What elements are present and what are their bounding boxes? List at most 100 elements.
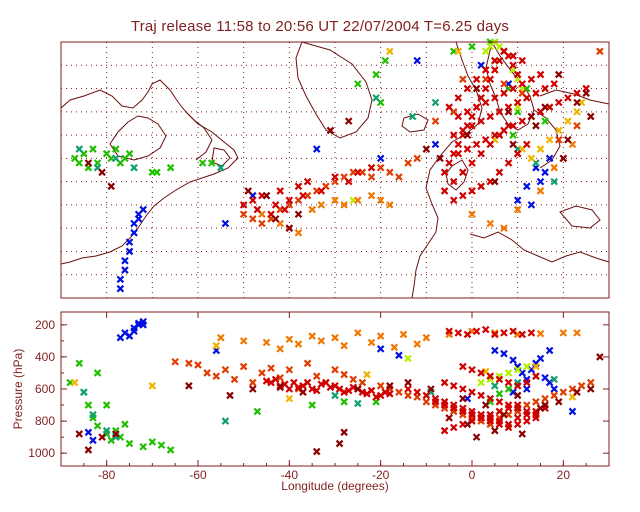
profile-point-orange_red xyxy=(267,364,275,372)
profile-point-orange_red xyxy=(276,373,284,382)
profile-point-orange_red xyxy=(358,378,367,387)
profile-point-dark_red xyxy=(84,446,93,454)
map-point-green xyxy=(153,168,161,177)
map-point-dark_red xyxy=(532,122,540,130)
profile-point-red xyxy=(486,410,495,419)
iceland-coast xyxy=(401,113,429,133)
map-point-red xyxy=(481,135,490,144)
y-axis-label: Pressure (hPa) xyxy=(11,349,25,430)
map-point-blue xyxy=(121,256,129,265)
profile-point-green xyxy=(125,439,134,448)
map-point-blue xyxy=(125,238,134,246)
profile-point-dark_red xyxy=(500,410,508,419)
labrador-coast xyxy=(185,111,213,161)
profile-point-yellow_green xyxy=(504,369,513,377)
map-point-blue xyxy=(536,177,545,186)
profile-point-dark_red xyxy=(586,385,595,393)
map-point-teal xyxy=(550,177,558,186)
map-point-green xyxy=(125,149,134,158)
y-tick-label: 1000 xyxy=(28,446,55,460)
map-point-red xyxy=(354,168,362,177)
mediterranean-coast xyxy=(469,231,610,263)
profile-point-orange xyxy=(573,329,581,337)
map-point-red xyxy=(523,94,531,102)
map-point-orange xyxy=(331,196,339,205)
map-point-red xyxy=(554,98,563,107)
y-axis-ticks: 200 400 600 800 1000 xyxy=(28,318,609,460)
map-point-red xyxy=(481,98,490,107)
profile-point-orange xyxy=(367,338,376,347)
map-point-green xyxy=(541,117,549,125)
map-point-red xyxy=(271,201,280,209)
profile-point-dark_red xyxy=(98,433,106,441)
profile-point-red xyxy=(523,417,531,425)
profile-point-dark_red xyxy=(75,430,84,438)
map-point-red xyxy=(509,52,517,60)
profile-point-yellow xyxy=(285,394,294,403)
profile-point-orange_red xyxy=(249,378,257,387)
map-point-yellow xyxy=(386,47,394,56)
map-point-orange xyxy=(317,201,326,209)
map-point-red xyxy=(367,163,376,172)
map-point-yellow xyxy=(554,126,563,135)
map-point-dark_red xyxy=(271,215,280,223)
map-point-dark_red xyxy=(586,112,595,121)
map-point-blue xyxy=(376,154,385,163)
profile-point-yellow xyxy=(70,378,79,387)
map-point-dark_red xyxy=(285,224,294,232)
profile-point-red xyxy=(477,414,485,422)
profile-point-red xyxy=(285,385,294,393)
map-point-orange_red xyxy=(386,168,394,177)
map-point-red xyxy=(477,117,485,125)
y-tick-label: 800 xyxy=(35,414,55,428)
profile-point-blue xyxy=(376,345,385,353)
map-point-blue xyxy=(513,196,522,205)
profile-point-dark_red xyxy=(276,383,284,392)
profile-point-dark_red xyxy=(491,426,499,435)
profile-point-orange xyxy=(217,333,225,342)
map-point-dark_red xyxy=(422,145,431,153)
map-point-dark_red xyxy=(294,210,303,218)
profile-point-teal xyxy=(354,399,362,408)
profile-point-orange xyxy=(376,332,385,340)
profile-point-orange_red xyxy=(221,365,230,374)
profile-point-red xyxy=(445,327,453,336)
profile-point-yellow xyxy=(148,382,157,390)
map-point-orange_red xyxy=(573,122,581,130)
map-point-blue xyxy=(116,284,125,293)
profile-point-red xyxy=(500,329,508,337)
map-point-red xyxy=(500,47,508,56)
map-point-orange xyxy=(500,224,508,232)
map-point-red xyxy=(454,149,463,158)
profile-point-red xyxy=(449,404,458,413)
map-point-red xyxy=(239,201,248,209)
profile-point-orange_red xyxy=(376,382,385,390)
profile-point-dark_red xyxy=(249,385,257,393)
profile-point-red xyxy=(504,404,513,413)
map-point-orange xyxy=(486,219,495,228)
map-point-red xyxy=(564,94,572,102)
profile-point-teal xyxy=(102,426,111,435)
map-point-blue xyxy=(312,145,321,153)
map-point-blue xyxy=(125,247,134,256)
newfoundland-coast xyxy=(211,147,231,167)
profile-point-red xyxy=(523,378,531,387)
profile-point-red xyxy=(308,385,316,393)
profile-point-dark_red xyxy=(596,353,604,361)
map-point-red xyxy=(472,75,481,84)
scandinavia-coast xyxy=(485,40,535,131)
profile-point-orange_red xyxy=(239,362,248,371)
profile-point-orange_red xyxy=(404,391,412,400)
profile-point-teal xyxy=(550,375,558,384)
map-point-dark_red xyxy=(564,135,572,144)
profile-point-red xyxy=(486,417,495,425)
profile-point-orange_red xyxy=(212,372,221,380)
profile-point-orange xyxy=(317,337,326,345)
map-point-orange_red xyxy=(413,154,421,163)
profile-point-green xyxy=(148,438,157,446)
map-point-orange xyxy=(536,187,545,195)
profile-point-red xyxy=(513,414,522,422)
profile-point-dark_red xyxy=(541,401,549,409)
black-sea-coast xyxy=(559,205,601,229)
map-point-red xyxy=(449,131,458,139)
